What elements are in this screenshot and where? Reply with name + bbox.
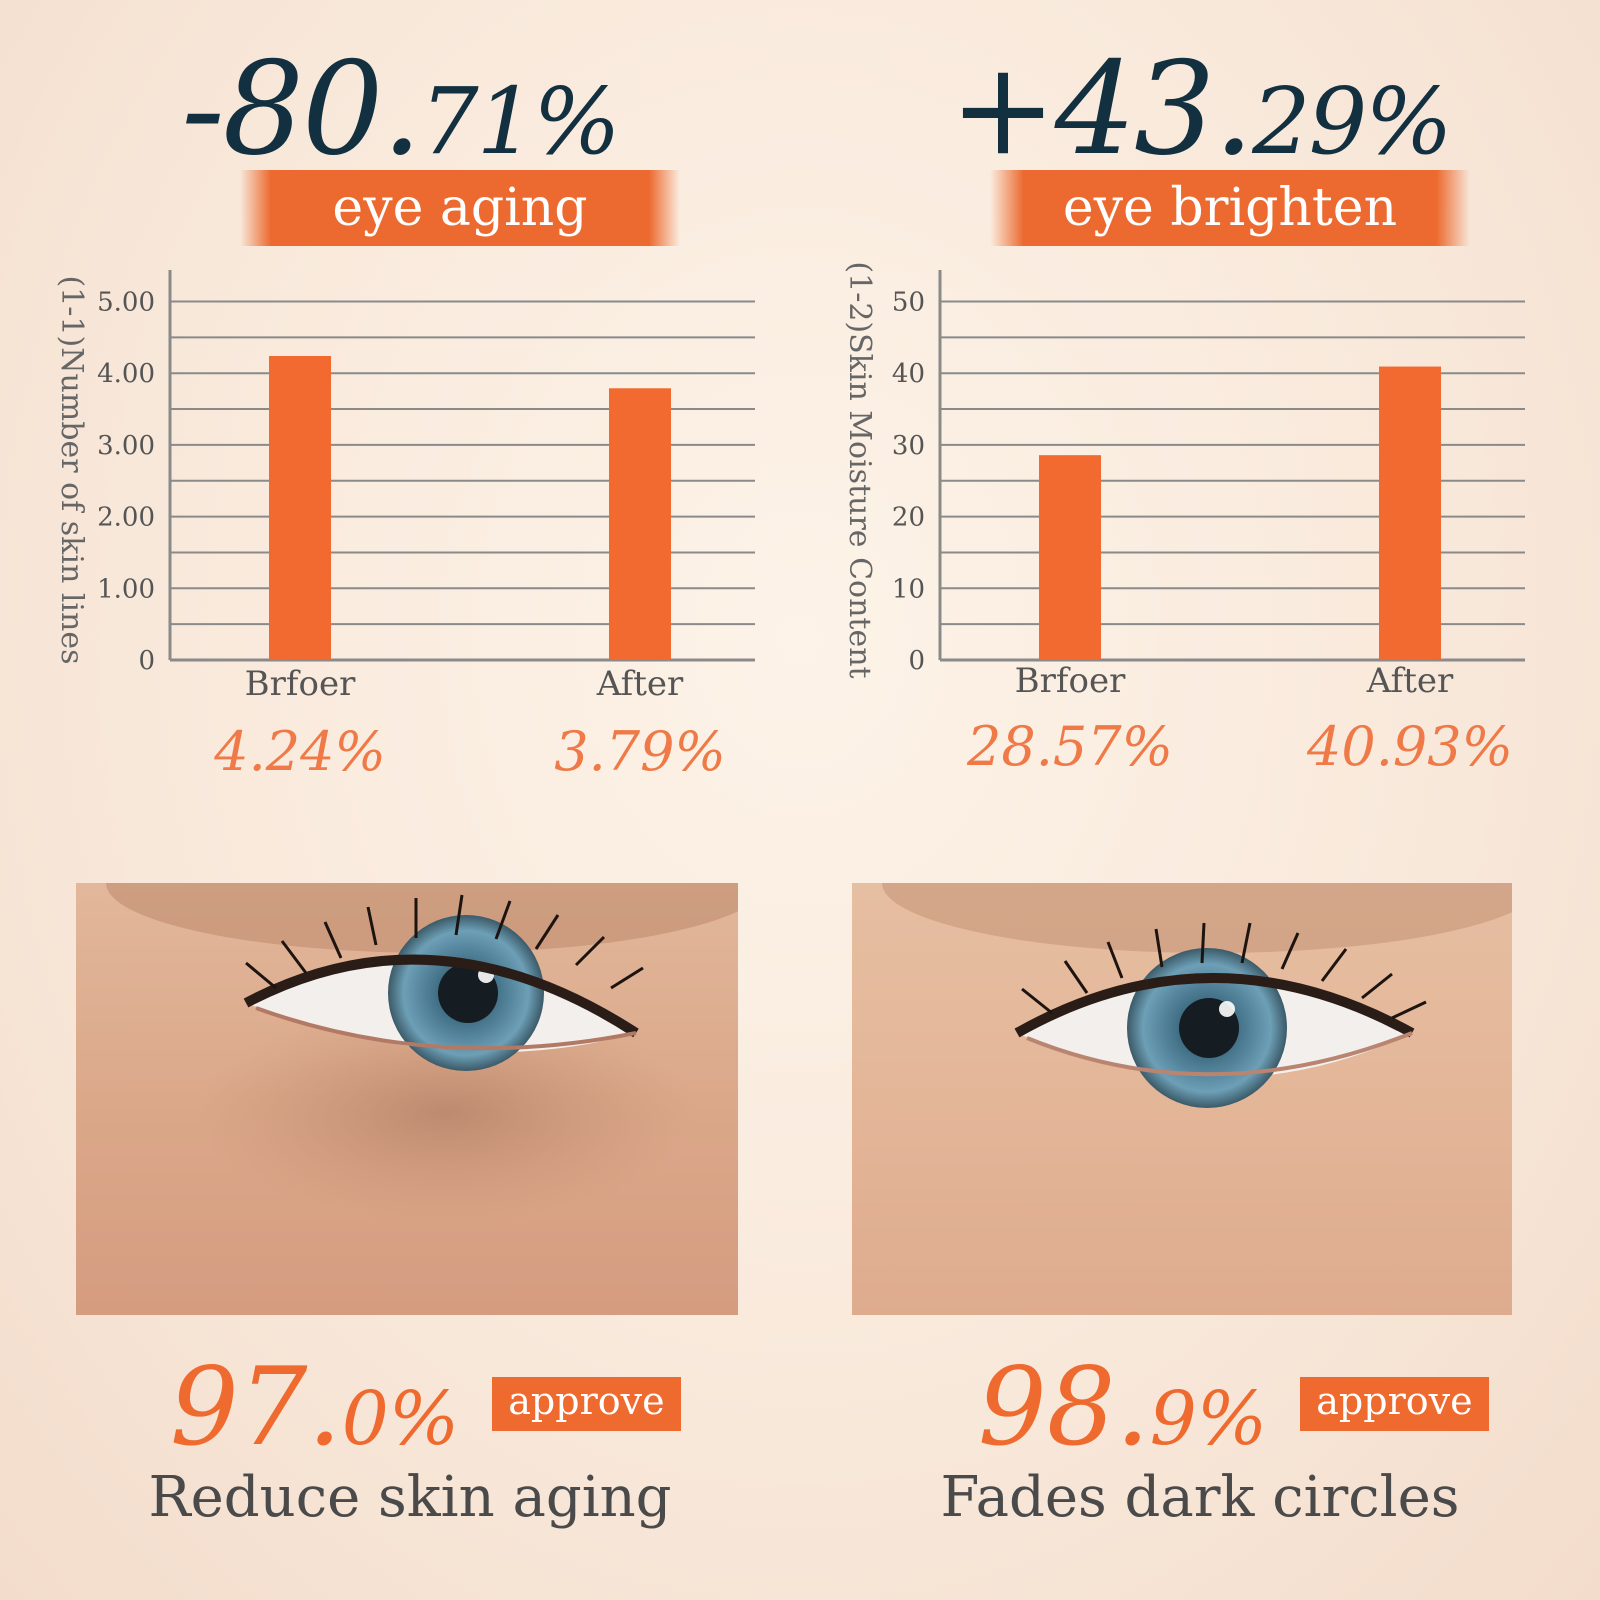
chart-1-y-axis-label: (1-2)Skin Moisture Content	[842, 261, 877, 678]
ribbon-eye-aging: eye aging	[240, 170, 680, 246]
chart-0-value-label: 4.24%	[213, 720, 386, 783]
approval-percentage: 98.9%	[978, 1345, 1267, 1470]
chart-0-category-label: After	[596, 664, 684, 704]
approve-badge: approve	[1300, 1377, 1489, 1431]
chart-1-y-tick-label: 50	[892, 288, 925, 318]
eye-illustration-after	[852, 883, 1512, 1315]
headline-dec: 71%	[420, 68, 620, 175]
caption-fades-dark-circles: Fades dark circles	[940, 1465, 1460, 1530]
chart-0-bar-after	[609, 388, 671, 660]
chart-0-y-tick-label: 4.00	[97, 359, 155, 389]
chart-1-y-tick-label: 40	[892, 359, 925, 389]
eye-illustration-before	[76, 883, 738, 1315]
chart-1-value-label: 28.57%	[966, 715, 1173, 778]
chart-1-category-label: After	[1366, 661, 1454, 701]
chart-0-y-axis-label: (1-1)Number of skin lines	[54, 276, 89, 665]
chart-1-y-tick-label: 10	[892, 574, 925, 604]
eye-photo-after	[852, 883, 1512, 1315]
approval-int: 97.	[170, 1345, 342, 1470]
approval-percentage: 97.0%	[170, 1345, 459, 1470]
ribbon-eye-brighten: eye brighten	[990, 170, 1470, 246]
headline-percentage-eye-brighten: +43.29%	[800, 35, 1600, 184]
headline-dec: 29%	[1252, 68, 1452, 175]
approval-dec: 0%	[341, 1376, 460, 1462]
chart-1-value-label: 40.93%	[1306, 715, 1513, 778]
approval-stat-left: 97.0% approve	[170, 1345, 681, 1470]
chart-1-y-tick-label: 30	[892, 431, 925, 461]
chart-0-bar-brfoer	[269, 356, 331, 660]
chart-1-y-tick-label: 0	[908, 646, 925, 676]
panel-eye-brighten: +43.29% eye brighten 0 10 20 30 40 50 (1-2)Ski…	[800, 0, 1600, 800]
approval-dec: 9%	[1149, 1376, 1268, 1462]
chart-0-y-tick-label: 5.00	[97, 288, 155, 318]
chart-0-y-tick-label: 2.00	[97, 503, 155, 533]
chart-0-value-label: 3.79%	[554, 720, 726, 783]
headline-int: -80.	[181, 35, 422, 184]
panel-eye-aging: -80.71% eye aging 0 1.00 2.00 3.00 4.00 5.00 (…	[0, 0, 800, 800]
chart-1-category-label: Brfoer	[1015, 661, 1126, 701]
chart-0-y-tick-label: 0	[138, 646, 155, 676]
approval-int: 98.	[978, 1345, 1150, 1470]
chart-1-bar-brfoer	[1039, 455, 1101, 660]
headline-percentage-eye-aging: -80.71%	[0, 35, 800, 184]
approval-stat-right: 98.9% approve	[978, 1345, 1489, 1470]
chart-1-bar-after	[1379, 366, 1441, 660]
approve-badge: approve	[492, 1377, 681, 1431]
headline-int: +43.	[949, 35, 1254, 184]
chart-1-y-tick-label: 20	[892, 503, 925, 533]
bar-chart-skin-lines: 0 1.00 2.00 3.00 4.00 5.00 (1-1)Number of skin…	[54, 270, 755, 783]
chart-0-y-tick-label: 3.00	[97, 431, 155, 461]
eye-photo-before	[76, 883, 738, 1315]
caption-reduce-skin-aging: Reduce skin aging	[148, 1465, 672, 1530]
chart-0-y-tick-label: 1.00	[97, 574, 155, 604]
bar-chart-skin-moisture: 0 10 20 30 40 50 (1-2)Skin Moisture Content Brf…	[842, 261, 1525, 778]
chart-0-category-label: Brfoer	[245, 664, 356, 704]
